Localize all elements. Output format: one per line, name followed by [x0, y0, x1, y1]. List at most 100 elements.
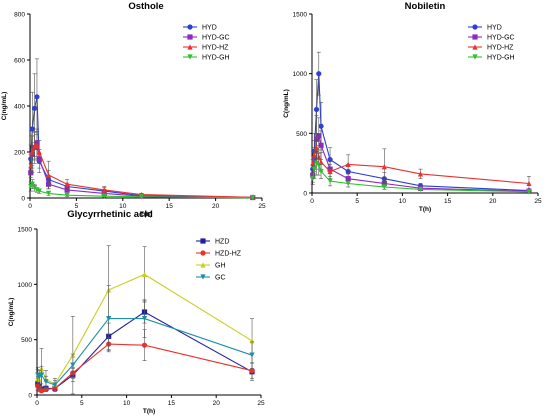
series-hyd-gh — [28, 179, 256, 201]
data-point — [36, 374, 42, 380]
data-point — [316, 133, 322, 139]
data-point — [101, 187, 107, 193]
data-point — [526, 189, 532, 195]
legend-item: HYD-HZ — [468, 44, 514, 52]
chart-title: Nobiletin — [405, 1, 446, 12]
legend-label: HYD-GC — [487, 35, 515, 42]
series-line — [30, 144, 253, 198]
series-hyd-hz — [310, 133, 532, 191]
x-tick-label: 10 — [119, 203, 127, 210]
chart-panel-2: Nobiletin 0 5 10 15 20 25 0 500 1000 1500 T(h) C(ng/… — [283, 1, 542, 213]
data-point — [311, 166, 317, 172]
series-line — [37, 311, 253, 391]
data-point — [141, 271, 148, 277]
x-tick-label: 20 — [213, 400, 221, 407]
y-tick-label: 0 — [28, 393, 32, 400]
data-point — [417, 186, 424, 193]
legend-label: HZD — [215, 239, 229, 246]
legend-marker — [472, 24, 478, 30]
legend-marker — [200, 274, 206, 280]
legend-label: GH — [215, 263, 226, 270]
y-tick-label: 1500 — [293, 12, 308, 19]
y-tick-label: 1000 — [293, 71, 308, 78]
x-tick-label: 15 — [444, 198, 452, 205]
data-point — [64, 181, 70, 187]
series-line — [37, 273, 253, 385]
x-axis-label: T(h) — [419, 206, 431, 213]
legend-item: HYD-GH — [183, 54, 230, 62]
legend-item: HYD-GC — [468, 34, 515, 42]
series-hzd-hz — [35, 329, 255, 394]
data-point — [36, 188, 42, 194]
data-point — [34, 94, 40, 100]
legend-label: HYD-HZ — [487, 45, 514, 52]
legend-marker — [472, 34, 478, 40]
chart-panel-3: Glycyrrhetinic acid 0 5 10 15 20 25 0 500 1000 150… — [8, 209, 265, 415]
legend-label: HYD-HZ — [202, 45, 229, 52]
x-tick-label: 5 — [80, 400, 84, 407]
y-axis-label: C(ng/mL) — [8, 298, 15, 327]
data-point — [316, 162, 322, 169]
x-tick-label: 20 — [212, 203, 220, 210]
data-point — [106, 316, 112, 322]
legend-label: GC — [215, 275, 226, 282]
data-point — [141, 342, 148, 348]
y-axis-label: C(ng/mL) — [283, 89, 290, 118]
data-point — [29, 149, 35, 155]
legend-label: HYD-GH — [202, 55, 230, 62]
legend-marker — [187, 24, 193, 30]
y-axis-label: C(ng/mL) — [1, 92, 8, 121]
series-line — [37, 343, 253, 392]
data-point — [318, 142, 324, 148]
y-tick-label: 0 — [21, 196, 25, 203]
data-point — [318, 168, 324, 175]
legend-label: HYD — [487, 25, 502, 32]
legend-item: HYD-GH — [468, 54, 515, 62]
x-tick-label: 25 — [258, 203, 266, 210]
legend-marker — [187, 34, 193, 40]
y-tick-label: 500 — [21, 337, 32, 344]
y-tick-label: 200 — [14, 150, 25, 157]
data-point — [101, 193, 107, 199]
legend-label: HZD-HZ — [215, 251, 242, 258]
series-hyd-gc — [28, 128, 256, 201]
y-tick-label: 1500 — [18, 227, 33, 234]
data-point — [417, 171, 424, 177]
legend-item: HYD-HZ — [183, 44, 229, 52]
data-point — [313, 145, 320, 151]
x-tick-label: 15 — [168, 400, 176, 407]
y-tick-label: 800 — [14, 12, 25, 19]
data-point — [34, 142, 40, 148]
legend-item: GH — [196, 262, 226, 270]
data-point — [381, 184, 387, 190]
legend-label: HYD-GC — [202, 35, 230, 42]
y-tick-label: 1000 — [18, 282, 33, 289]
legend-marker — [200, 250, 206, 256]
x-tick-label: 25 — [534, 198, 542, 205]
legend-item: GC — [196, 274, 226, 282]
y-tick-label: 400 — [14, 104, 25, 111]
legend-item: HYD-GC — [183, 34, 230, 42]
legend-label: HYD-GH — [487, 55, 515, 62]
x-tick-label: 0 — [28, 203, 32, 210]
data-point — [52, 382, 58, 388]
data-point — [345, 176, 351, 182]
x-tick-label: 5 — [355, 198, 359, 205]
series-hyd-gc — [310, 115, 532, 194]
y-tick-label: 500 — [296, 131, 307, 138]
data-point — [311, 152, 317, 158]
x-tick-label: 5 — [75, 203, 79, 210]
x-axis-label: T(h) — [140, 211, 152, 218]
x-tick-label: 0 — [35, 400, 39, 407]
data-point — [141, 316, 148, 322]
y-tick-label: 0 — [303, 191, 307, 198]
data-point — [318, 123, 324, 129]
data-point — [526, 180, 532, 187]
legend-marker — [187, 44, 193, 50]
legend-marker — [472, 54, 478, 60]
chart-title: Glycyrrhetinic acid — [67, 209, 153, 220]
legend-item: HZD-HZ — [196, 250, 242, 258]
series-hyd-gh — [310, 150, 532, 195]
legend-item: HZD — [196, 238, 229, 246]
legend-item: HYD — [468, 24, 502, 32]
